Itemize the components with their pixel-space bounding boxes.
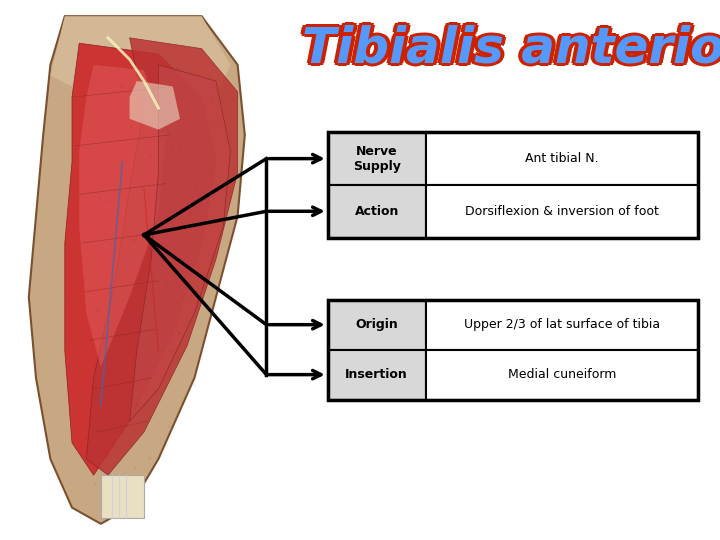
Bar [426, 300, 698, 350]
Text: Tibialis anterior: Tibialis anterior [306, 25, 720, 72]
Bar [328, 132, 698, 238]
Polygon shape [86, 38, 238, 475]
Polygon shape [130, 81, 180, 130]
Text: Action: Action [354, 205, 399, 218]
Bar [426, 132, 698, 185]
Text: Tibialis anterior: Tibialis anterior [297, 25, 720, 72]
Text: Tibialis anterior: Tibialis anterior [305, 27, 720, 75]
Bar [328, 300, 426, 350]
Bar [328, 132, 426, 185]
Text: Upper 2/3 of lat surface of tibia: Upper 2/3 of lat surface of tibia [464, 318, 660, 331]
Polygon shape [101, 475, 144, 518]
Polygon shape [29, 16, 245, 524]
Text: Tibialis anterior: Tibialis anterior [299, 23, 720, 70]
Bar [328, 300, 698, 400]
Text: Ant tibial N.: Ant tibial N. [526, 152, 599, 165]
Text: Dorsiflexion & inversion of foot: Dorsiflexion & inversion of foot [465, 205, 659, 218]
Bar [328, 185, 426, 238]
Text: Insertion: Insertion [346, 368, 408, 381]
Text: Medial cuneiform: Medial cuneiform [508, 368, 616, 381]
Bar [426, 350, 698, 400]
Text: Tibialis anterior: Tibialis anterior [299, 27, 720, 75]
Text: Origin: Origin [356, 318, 398, 331]
Bar [328, 350, 426, 400]
Text: Tibialis anterior: Tibialis anterior [305, 23, 720, 70]
Polygon shape [130, 65, 230, 421]
Polygon shape [79, 65, 166, 367]
Polygon shape [65, 43, 216, 475]
Polygon shape [50, 16, 230, 108]
Text: Nerve
Supply: Nerve Supply [353, 145, 400, 173]
Text: Tibialis anterior: Tibialis anterior [302, 28, 720, 76]
Text: Tibialis anterior: Tibialis anterior [302, 25, 720, 72]
Bar [426, 185, 698, 238]
Text: Tibialis anterior: Tibialis anterior [302, 22, 720, 69]
